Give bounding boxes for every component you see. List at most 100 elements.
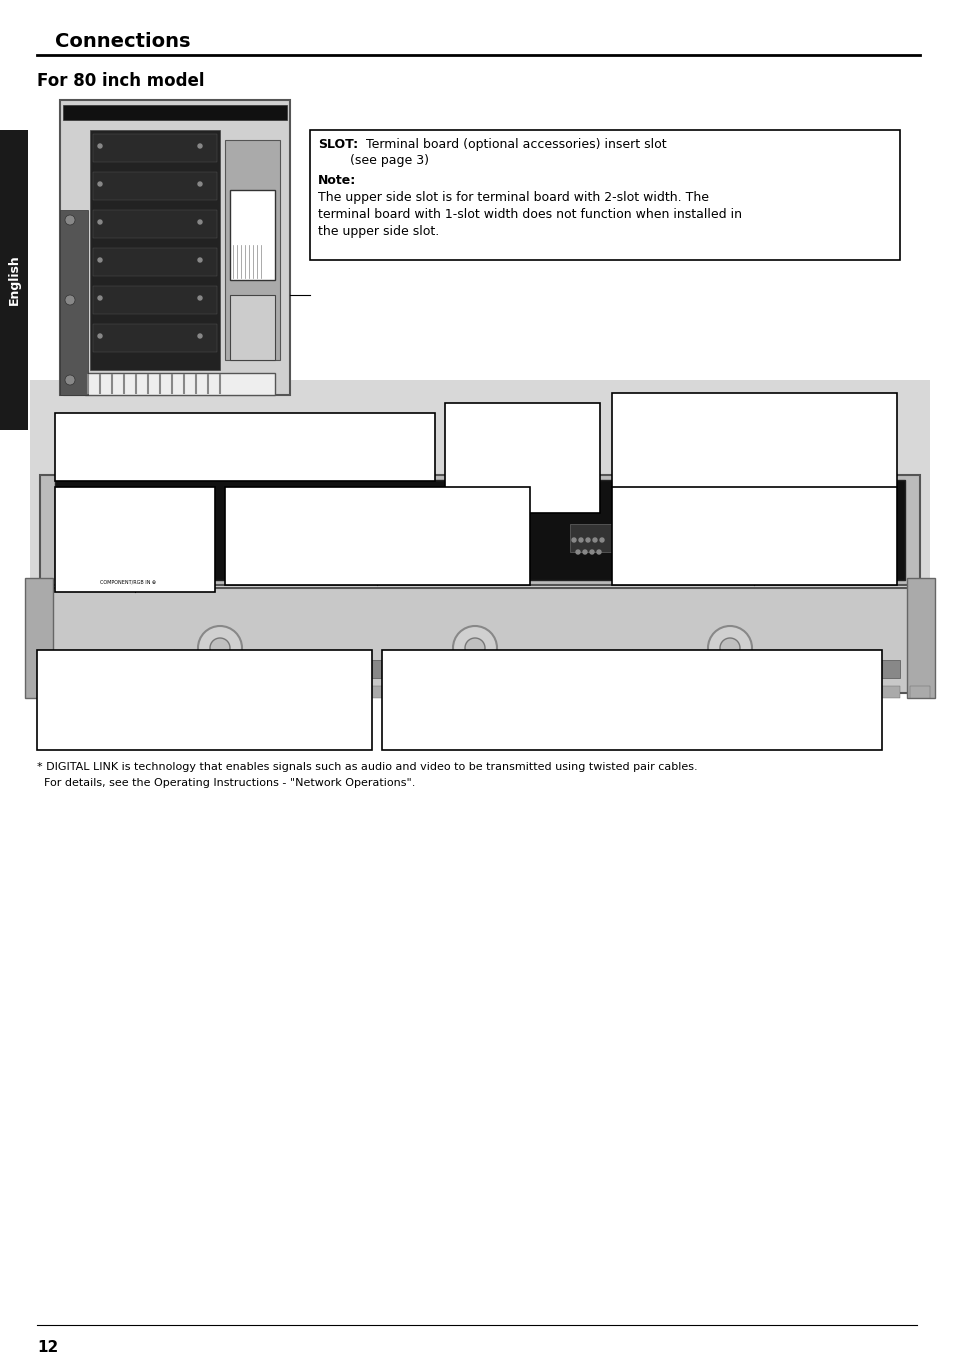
Circle shape (672, 536, 677, 541)
Text: Input Terminal: Input Terminal (61, 455, 179, 468)
Circle shape (198, 334, 202, 339)
Bar (85, 490, 140, 500)
Bar (40, 475, 919, 586)
Bar (906, 577, 934, 698)
Text: PC IN ⊕: PC IN ⊕ (186, 491, 204, 497)
Bar (237, 526, 273, 551)
Text: DVI-D Input Terminal: DVI-D Input Terminal (105, 726, 231, 738)
Text: AUDIO 2 IN:: AUDIO 2 IN: (618, 493, 696, 506)
Text: are output to another sub: are output to another sub (618, 467, 770, 480)
Bar (612, 393, 896, 513)
Text: Connect to video equipment such as: Connect to video equipment such as (231, 527, 447, 541)
Text: HDMI Input Terminal: HDMI Input Terminal (231, 511, 351, 523)
Bar (490, 687, 510, 698)
Bar (639, 687, 659, 698)
Circle shape (96, 523, 110, 536)
Circle shape (464, 637, 484, 658)
Text: reproduced on the display: reproduced on the display (618, 450, 772, 463)
Text: shared with VIDEO: shared with VIDEO (61, 527, 172, 541)
Bar (25, 577, 53, 698)
Circle shape (720, 637, 740, 658)
Circle shape (589, 550, 594, 554)
Text: to control the Display. Alternatively, connect to a: to control the Display. Alternatively, c… (388, 689, 678, 703)
Text: RGB IN.: RGB IN. (61, 561, 106, 575)
Text: and COMPONENT/: and COMPONENT/ (61, 545, 167, 557)
Circle shape (657, 546, 660, 550)
Text: Component/RGB Video: Component/RGB Video (187, 437, 325, 450)
Text: DIGITAL LINK terminal.: DIGITAL LINK terminal. (388, 723, 520, 737)
Text: R: R (231, 693, 236, 703)
Circle shape (664, 556, 668, 560)
Bar (405, 526, 439, 551)
Bar (83, 573, 172, 586)
Circle shape (98, 143, 102, 147)
Bar (60, 210, 88, 394)
Circle shape (98, 220, 102, 224)
Bar (310, 130, 899, 259)
Text: AUDIO2 IN ⊕: AUDIO2 IN ⊕ (748, 491, 780, 497)
Text: HDMI 2: HDMI 2 (414, 491, 432, 497)
Circle shape (582, 550, 586, 554)
Circle shape (707, 627, 751, 670)
Text: R: R (253, 693, 258, 703)
Text: LAN, DIGITAL LINK*: LAN, DIGITAL LINK* (388, 657, 517, 669)
Text: (C: (C (239, 689, 252, 703)
Circle shape (83, 523, 97, 536)
Bar (310, 687, 330, 698)
Text: monitor as PC video signals.: monitor as PC video signals. (618, 485, 784, 497)
Text: Video signals being: Video signals being (618, 433, 732, 446)
Text: LAN: LAN (489, 491, 498, 497)
Circle shape (664, 536, 668, 541)
Text: PC.: PC. (451, 476, 470, 490)
Circle shape (688, 546, 692, 550)
Circle shape (198, 627, 242, 670)
Circle shape (65, 216, 75, 225)
Bar (60, 661, 899, 678)
Bar (250, 687, 270, 698)
Bar (700, 687, 720, 698)
Bar (550, 687, 569, 698)
Bar (669, 687, 689, 698)
Bar (30, 379, 929, 650)
Text: device that sends video and audio signals via the: device that sends video and audio signal… (388, 707, 680, 719)
Circle shape (98, 334, 102, 339)
Bar (55, 487, 214, 592)
Bar (55, 480, 904, 580)
Text: Note:: Note: (317, 173, 355, 187)
Bar (160, 687, 180, 698)
Circle shape (599, 538, 603, 542)
Text: shared with DVI-D IN: shared with DVI-D IN (618, 527, 740, 541)
Circle shape (593, 538, 597, 542)
Circle shape (123, 538, 137, 551)
Circle shape (453, 627, 497, 670)
Circle shape (198, 182, 202, 186)
Text: AV IN (HDMI 1, HDMI 2):: AV IN (HDMI 1, HDMI 2): (231, 493, 391, 506)
Text: 12: 12 (37, 1340, 58, 1355)
Circle shape (98, 296, 102, 300)
Bar (519, 687, 539, 698)
Bar (60, 100, 290, 394)
Text: Monitor Out Terminal.: Monitor Out Terminal. (618, 416, 745, 429)
Bar (92, 248, 216, 276)
Circle shape (680, 556, 684, 560)
Text: Connections: Connections (55, 31, 191, 51)
Bar (130, 687, 150, 698)
Circle shape (657, 536, 660, 541)
Circle shape (688, 536, 692, 541)
Text: The upper side slot is for terminal board with 2-slot width. The: The upper side slot is for terminal boar… (317, 191, 708, 203)
Bar (225, 487, 530, 586)
Text: 品: 品 (490, 538, 497, 547)
Bar (92, 172, 216, 201)
Circle shape (585, 538, 589, 542)
Bar (760, 687, 780, 698)
Text: output.: output. (43, 707, 86, 719)
Bar (849, 687, 869, 698)
Bar (172, 526, 196, 547)
Circle shape (672, 546, 677, 550)
Text: B: B (163, 693, 169, 703)
Circle shape (680, 546, 684, 550)
Bar (90, 130, 220, 370)
Bar (479, 526, 507, 551)
Circle shape (572, 538, 576, 542)
Bar (35, 588, 924, 693)
